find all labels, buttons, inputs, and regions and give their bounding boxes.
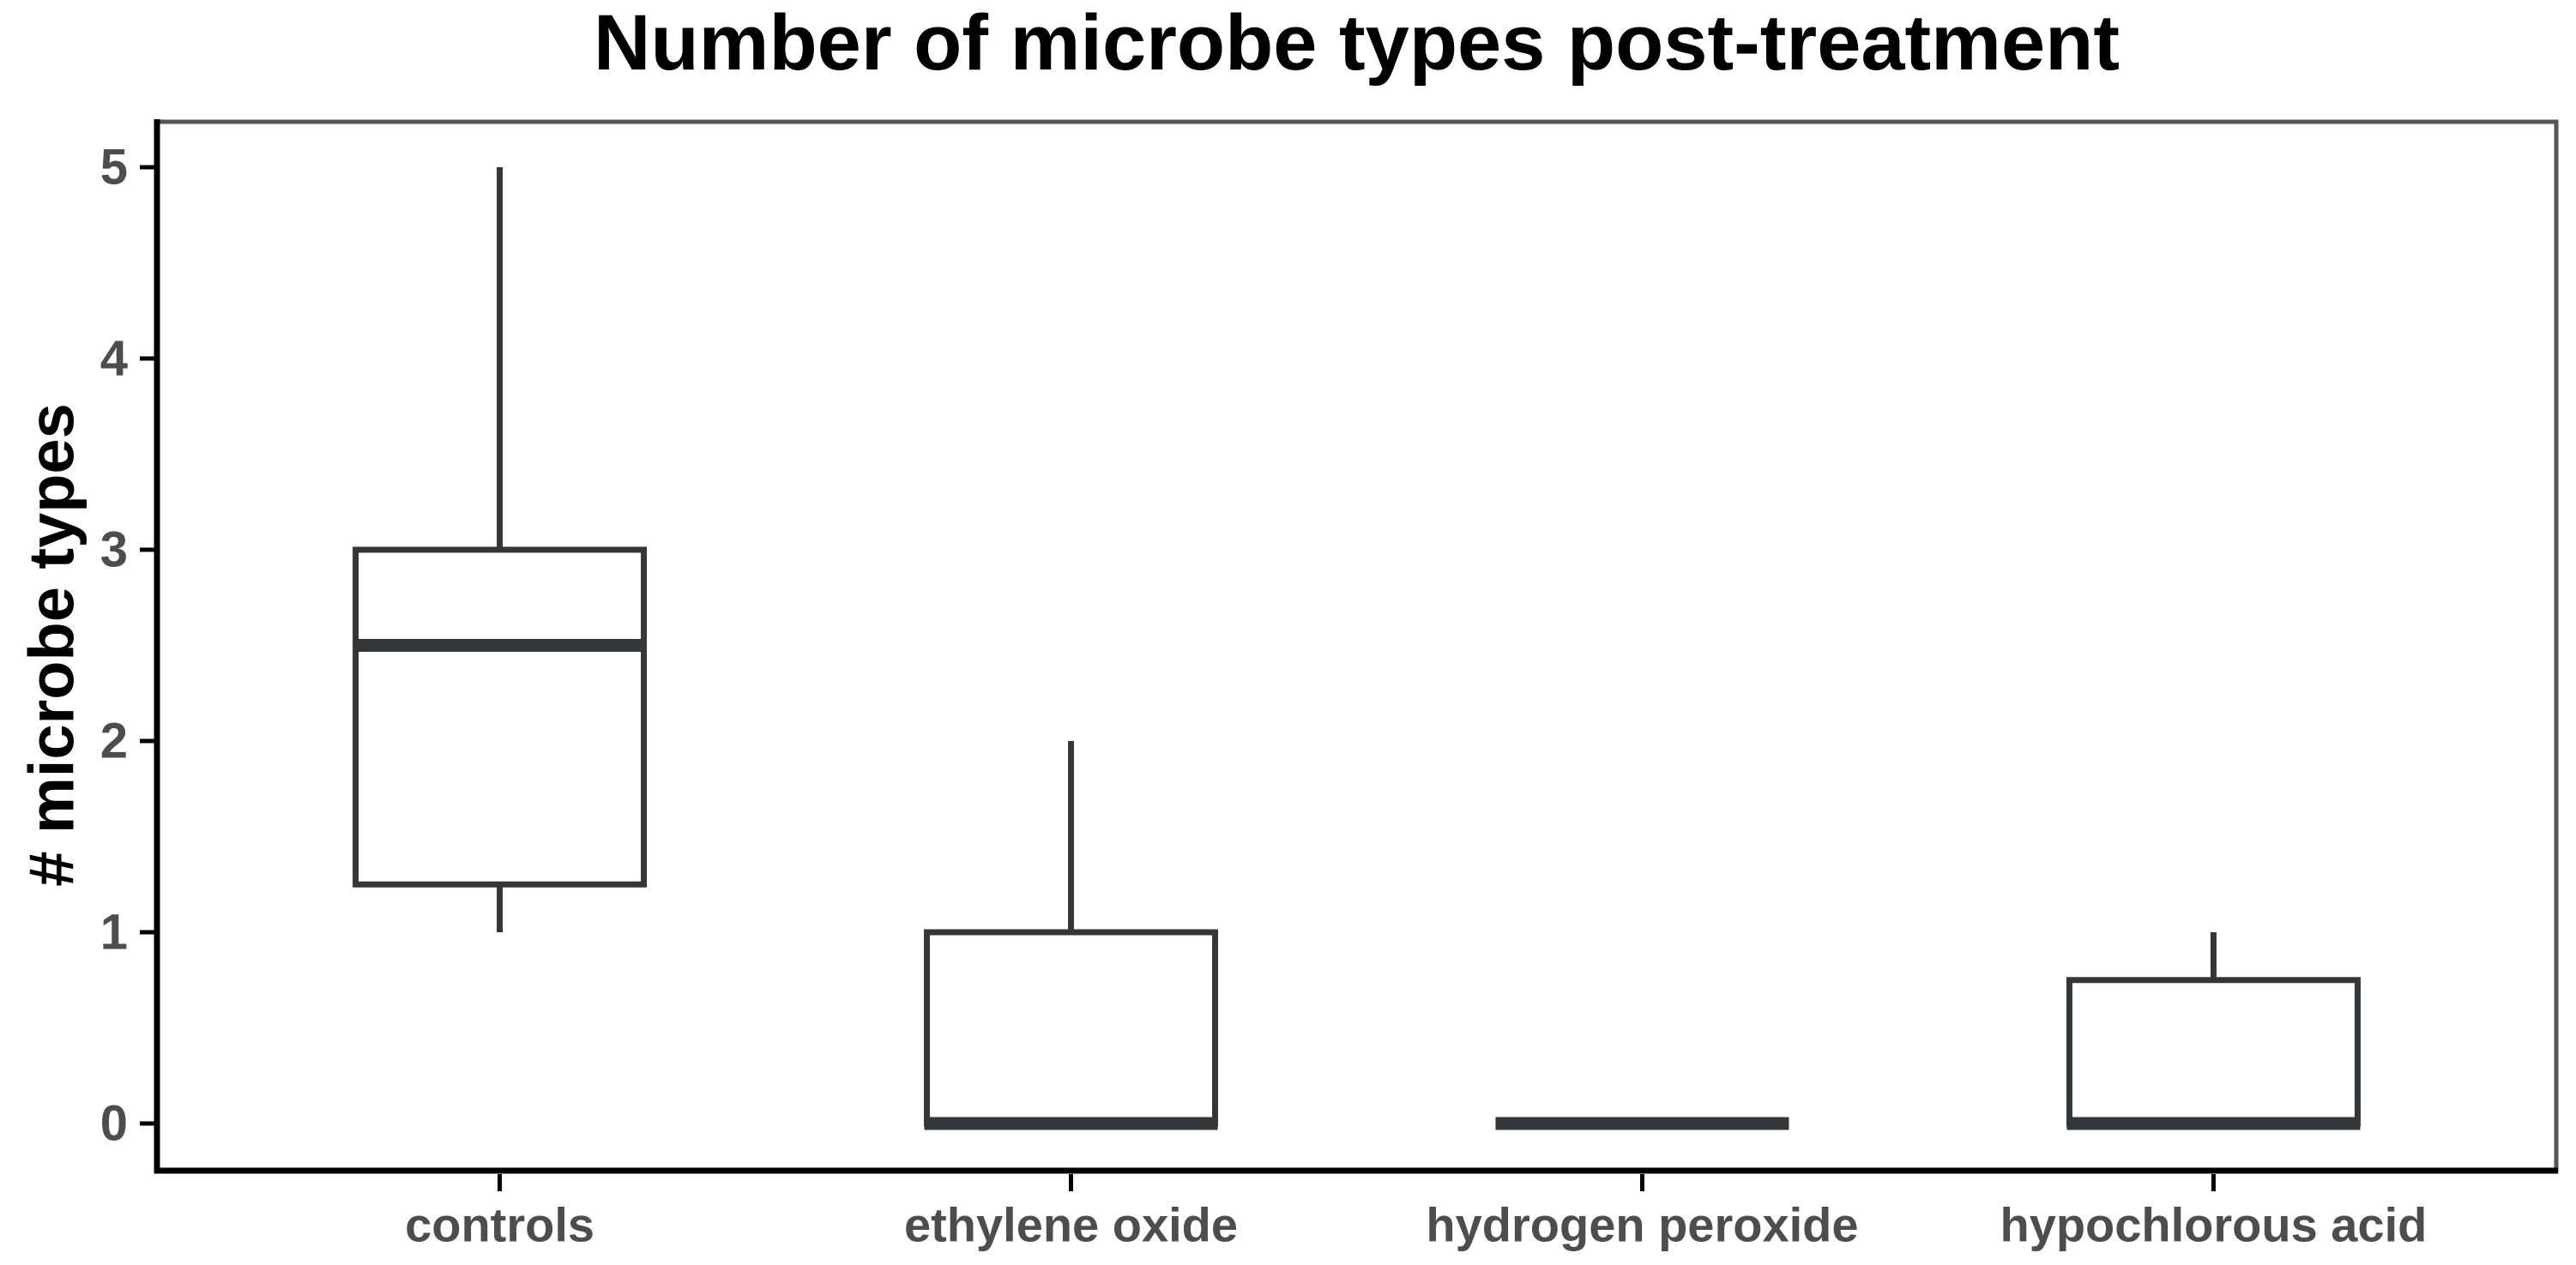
x-category-label-1: ethylene oxide <box>904 1198 1238 1252</box>
box-1 <box>924 929 1219 1127</box>
x-category-label-0: controls <box>405 1198 594 1252</box>
x-category-label-2: hydrogen peroxide <box>1426 1198 1858 1252</box>
y-tick-label-0: 0 <box>100 1096 128 1152</box>
chart-title: Number of microbe types post-treatment <box>594 0 2120 87</box>
box-3 <box>2066 977 2361 1127</box>
y-tick-label-4: 4 <box>100 331 128 387</box>
y-tick-label-1: 1 <box>100 905 128 961</box>
box-0 <box>353 546 648 888</box>
x-category-label-3: hypochlorous acid <box>2000 1198 2427 1252</box>
y-tick-label-3: 3 <box>100 522 128 578</box>
y-tick-label-5: 5 <box>100 140 128 196</box>
y-tick-label-2: 2 <box>100 714 128 769</box>
